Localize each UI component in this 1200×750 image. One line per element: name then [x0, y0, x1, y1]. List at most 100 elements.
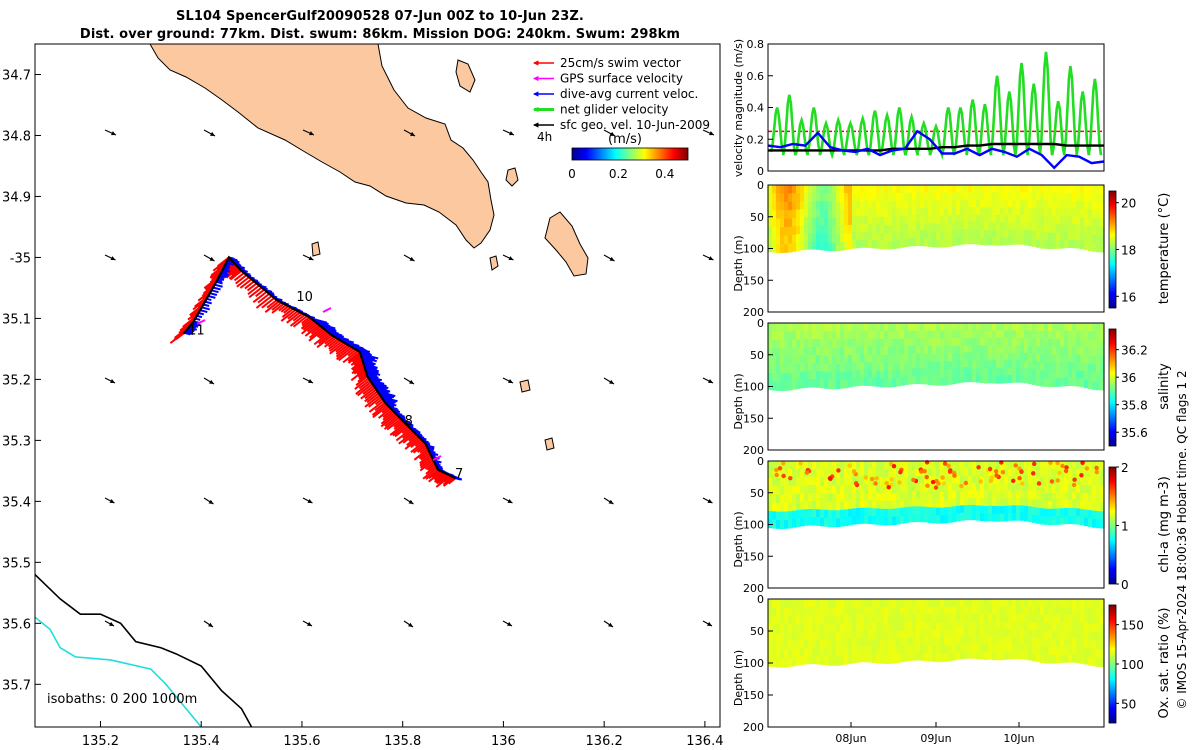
section-cell: [1080, 492, 1085, 502]
section-y-tick-label: 150: [743, 550, 764, 563]
current-vector: [365, 368, 379, 374]
section-cell: [1076, 516, 1081, 525]
chl-sample-point: [922, 469, 927, 474]
section-cell: [816, 607, 821, 616]
current-vector: [186, 328, 195, 333]
section-cell: [1016, 330, 1021, 339]
current-vector: [212, 286, 221, 291]
swim-vector: [352, 361, 364, 372]
section-cell: [820, 323, 825, 332]
section-cell: [992, 461, 997, 469]
section-cell: [840, 501, 845, 511]
section-cell: [808, 509, 813, 518]
section-cell: [1084, 517, 1089, 527]
section-cell: [884, 240, 889, 250]
section-cell: [940, 338, 945, 347]
section-cell: [768, 381, 773, 391]
section-cell: [1040, 323, 1045, 332]
section-cell: [1016, 337, 1021, 346]
section-cell: [1080, 461, 1085, 470]
section-cell: [828, 493, 833, 503]
section-cell: [880, 338, 885, 348]
section-cell: [1096, 193, 1101, 203]
section-cell: [1072, 614, 1077, 624]
section-cell: [892, 216, 897, 226]
section-cell: [1032, 330, 1037, 339]
section-cell: [1004, 483, 1009, 492]
section-cell: [952, 629, 957, 638]
section-cell: [980, 599, 985, 607]
section-cell: [776, 650, 781, 659]
swim-vector: [404, 436, 421, 450]
section-cell: [964, 475, 969, 484]
section-cell: [984, 629, 989, 638]
section-cell: [1068, 362, 1073, 371]
section-cell: [984, 375, 989, 384]
section-cell: [932, 468, 937, 477]
section-cell: [1096, 226, 1101, 236]
section-cell: [820, 485, 825, 494]
section-cell: [1040, 346, 1045, 355]
colorbar-tick-label: 16: [1121, 290, 1136, 304]
chl-sample-point: [889, 482, 894, 487]
section-cell: [884, 355, 889, 364]
section-cell: [956, 199, 961, 208]
section-cell: [1048, 185, 1053, 194]
swim-vector: [417, 444, 427, 453]
section-cell: [1088, 355, 1093, 365]
section-cell: [1036, 630, 1041, 639]
section-cell: [996, 652, 1001, 661]
chl-sample-point: [1031, 471, 1036, 476]
section-cell: [820, 615, 825, 624]
section-cell: [1004, 606, 1009, 615]
section-cell: [896, 323, 901, 332]
section-cell: [1048, 607, 1053, 616]
section-cell: [816, 485, 821, 494]
section-cell: [848, 378, 853, 388]
section-y-label: Depth (m): [732, 235, 745, 291]
section-cell: [1084, 217, 1089, 226]
section-cell: [968, 337, 973, 346]
section-cell: [776, 511, 781, 521]
section-colorbar: [1108, 190, 1117, 309]
section-cell: [780, 469, 785, 479]
section-cell: [964, 468, 969, 477]
section-cell: [832, 185, 837, 194]
section-cell: [792, 469, 797, 479]
section-x-tick-label: 10Jun: [1003, 732, 1034, 745]
section-cell: [932, 208, 937, 217]
section-cell: [1080, 216, 1085, 226]
colorbar-tick-label: 1: [1121, 520, 1129, 534]
section-cell: [1088, 607, 1093, 617]
section-cell: [1084, 233, 1089, 243]
section-cell: [988, 461, 993, 469]
section-cell: [872, 378, 877, 387]
section-cell: [940, 507, 945, 516]
section-cell: [1080, 193, 1085, 202]
section-cell: [984, 222, 989, 231]
section-cell: [884, 378, 889, 388]
section-cell: [1036, 599, 1041, 608]
section-cell: [844, 209, 849, 218]
section-cell: [800, 648, 805, 657]
section-cell: [1000, 222, 1005, 231]
section-cell: [872, 362, 877, 371]
section-cell: [1044, 338, 1049, 348]
section-cell: [1064, 654, 1069, 663]
section-cell: [780, 494, 785, 504]
section-cell: [1096, 381, 1101, 391]
section-cell: [848, 484, 853, 494]
section-cell: [1008, 505, 1013, 514]
section-cell: [956, 375, 961, 384]
section-cell: [1048, 639, 1053, 648]
section-cell: [964, 621, 969, 630]
section-cell: [840, 242, 845, 251]
section-cell: [1020, 192, 1025, 201]
section-cell: [948, 653, 953, 662]
section-cell: [844, 323, 849, 332]
section-cell: [876, 615, 881, 624]
section-cell: [1092, 201, 1097, 211]
geo-vector-head: [307, 621, 312, 626]
swim-vector: [378, 407, 392, 419]
